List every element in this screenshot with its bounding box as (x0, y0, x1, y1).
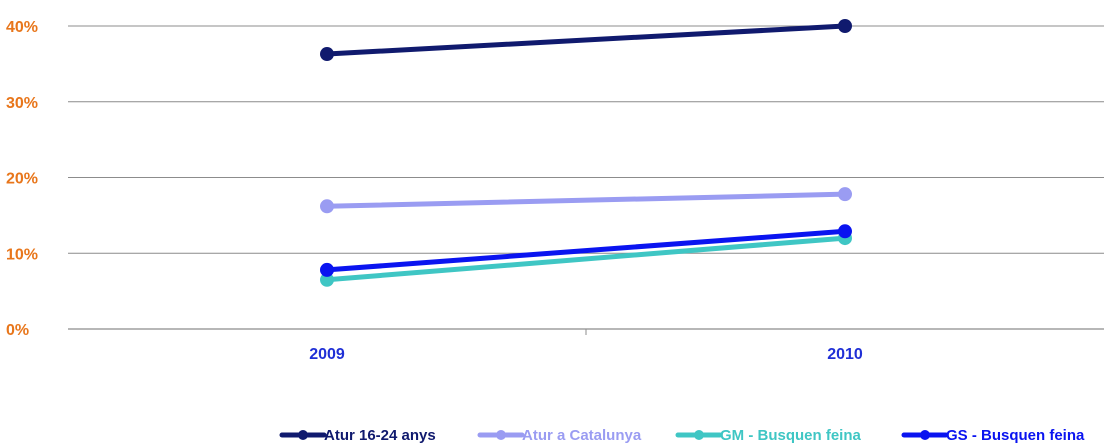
y-tick-labels: 0% 10% 20% 30% 40% (6, 19, 38, 339)
series-line-1 (324, 191, 848, 209)
x-tick-label-2009: 2009 (309, 346, 345, 363)
data-point-2-2009 (320, 272, 334, 287)
legend-swatch-marker-2 (694, 430, 704, 440)
series-line-0 (324, 23, 848, 57)
data-point-1-2010 (838, 187, 852, 202)
series-0 (320, 19, 852, 62)
series-3 (320, 224, 852, 277)
legend-item-1: Atur a Catalunya (477, 427, 642, 444)
axes (68, 328, 1104, 335)
data-point-0-2009 (320, 47, 334, 62)
legend: Atur 16-24 anys Atur a Catalunya GM - Busq… (279, 427, 1085, 444)
y-tick-label-0: 0% (6, 322, 29, 339)
data-point-3-2010 (838, 224, 852, 239)
legend-label-0: Atur 16-24 anys (324, 427, 436, 444)
y-tick-label-40: 40% (6, 19, 38, 36)
legend-item-3: GS - Busquen feina (901, 427, 1085, 444)
y-tick-label-10: 10% (6, 246, 38, 263)
x-tick-label-2010: 2010 (827, 346, 863, 363)
legend-label-1: Atur a Catalunya (522, 427, 642, 444)
data-point-3-2009 (320, 262, 334, 277)
series-group (320, 19, 852, 287)
data-point-1-2009 (320, 199, 334, 214)
legend-swatch-marker-0 (298, 430, 308, 440)
y-tick-label-20: 20% (6, 171, 38, 188)
data-point-0-2010 (838, 19, 852, 33)
series-line-2 (324, 235, 848, 283)
legend-label-2: GM - Busquen feina (720, 427, 861, 444)
series-2 (320, 231, 852, 287)
legend-label-3: GS - Busquen feina (946, 427, 1085, 444)
gridlines (68, 25, 1104, 254)
legend-item-0: Atur 16-24 anys (279, 427, 436, 444)
x-tick-labels: 2009 2010 (309, 346, 863, 363)
series-line-3 (324, 228, 848, 273)
legend-item-2: GM - Busquen feina (675, 427, 861, 444)
legend-swatch-marker-3 (920, 430, 930, 440)
legend-swatch-marker-1 (496, 430, 506, 440)
y-tick-label-30: 30% (6, 95, 38, 112)
series-1 (320, 187, 852, 214)
